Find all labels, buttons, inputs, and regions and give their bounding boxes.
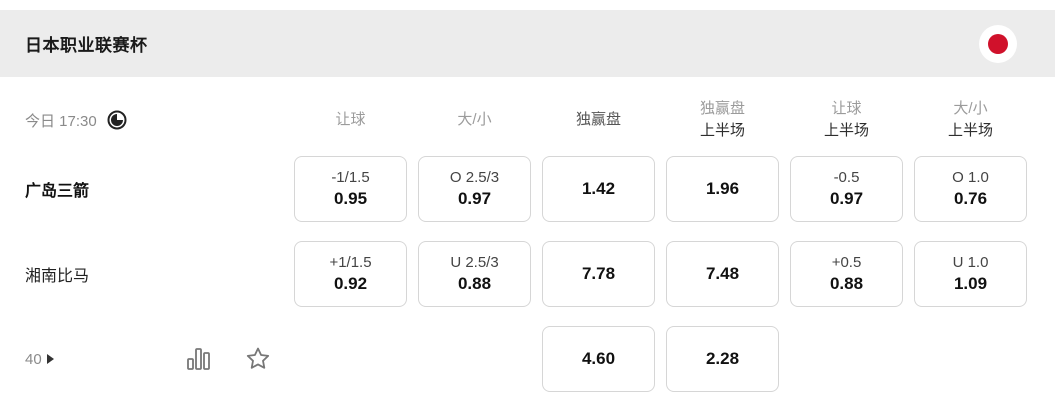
match-time: 今日 17:30: [25, 110, 283, 131]
odds-header-row: 今日 17:30 让球 大/小 独赢盘 独赢盘 上半场 让球 上半场 大/小 上…: [0, 95, 1055, 145]
league-header: 日本职业联赛杯: [0, 10, 1055, 77]
odds-home-handicap-1h[interactable]: -0.5 0.97: [790, 156, 903, 222]
match-tools: 40: [25, 325, 283, 393]
markets-count: 40: [25, 350, 42, 368]
bar-chart-icon: [186, 348, 210, 370]
away-team-name: 湘南比马: [25, 268, 90, 285]
draw-row: 40 4.60 2.28: [0, 325, 1055, 393]
odds-home-over[interactable]: O 2.5/3 0.97: [418, 156, 531, 222]
odds-away-handicap-1h[interactable]: +0.5 0.88: [790, 241, 903, 307]
odds-away-moneyline-1h[interactable]: 7.48: [666, 241, 779, 307]
league-title: 日本职业联赛杯: [25, 36, 148, 55]
column-header-handicap-1h: 让球 上半场: [823, 99, 869, 140]
column-header-over-under-1h: 大/小 上半场: [947, 99, 993, 140]
odds-draw-moneyline-1h[interactable]: 2.28: [666, 326, 779, 392]
home-team-name: 广岛三箭: [25, 183, 90, 200]
clock-icon: [107, 110, 127, 130]
odds-home-handicap[interactable]: -1/1.5 0.95: [294, 156, 407, 222]
odds-away-under[interactable]: U 2.5/3 0.88: [418, 241, 531, 307]
odds-home-moneyline-1h[interactable]: 1.96: [666, 156, 779, 222]
chevron-right-icon: [46, 354, 54, 364]
favorite-button[interactable]: [244, 345, 272, 373]
odds-away-moneyline[interactable]: 7.78: [542, 241, 655, 307]
star-icon: [246, 347, 269, 369]
column-header-over-under: 大/小: [457, 110, 492, 128]
odds-home-moneyline[interactable]: 1.42: [542, 156, 655, 222]
column-header-moneyline: 独赢盘: [575, 110, 621, 128]
more-markets-link[interactable]: 40: [25, 351, 54, 368]
odds-away-under-1h[interactable]: U 1.0 1.09: [914, 241, 1027, 307]
column-header-moneyline-1h: 独赢盘 上半场: [699, 99, 745, 140]
stats-button[interactable]: [186, 346, 212, 372]
column-header-handicap: 让球: [335, 110, 366, 128]
flag-red-dot: [988, 33, 1008, 54]
odds-home-over-1h[interactable]: O 1.0 0.76: [914, 156, 1027, 222]
japan-flag-icon: [979, 24, 1017, 63]
team-row-home: 广岛三箭 -1/1.5 0.95 O 2.5/3 0.97 1.42 1.96 …: [0, 155, 1055, 223]
odds-draw-moneyline[interactable]: 4.60: [542, 326, 655, 392]
match-time-label: 今日 17:30: [25, 112, 97, 130]
team-row-away: 湘南比马 +1/1.5 0.92 U 2.5/3 0.88 7.78 7.48 …: [0, 240, 1055, 308]
odds-away-handicap[interactable]: +1/1.5 0.92: [294, 241, 407, 307]
